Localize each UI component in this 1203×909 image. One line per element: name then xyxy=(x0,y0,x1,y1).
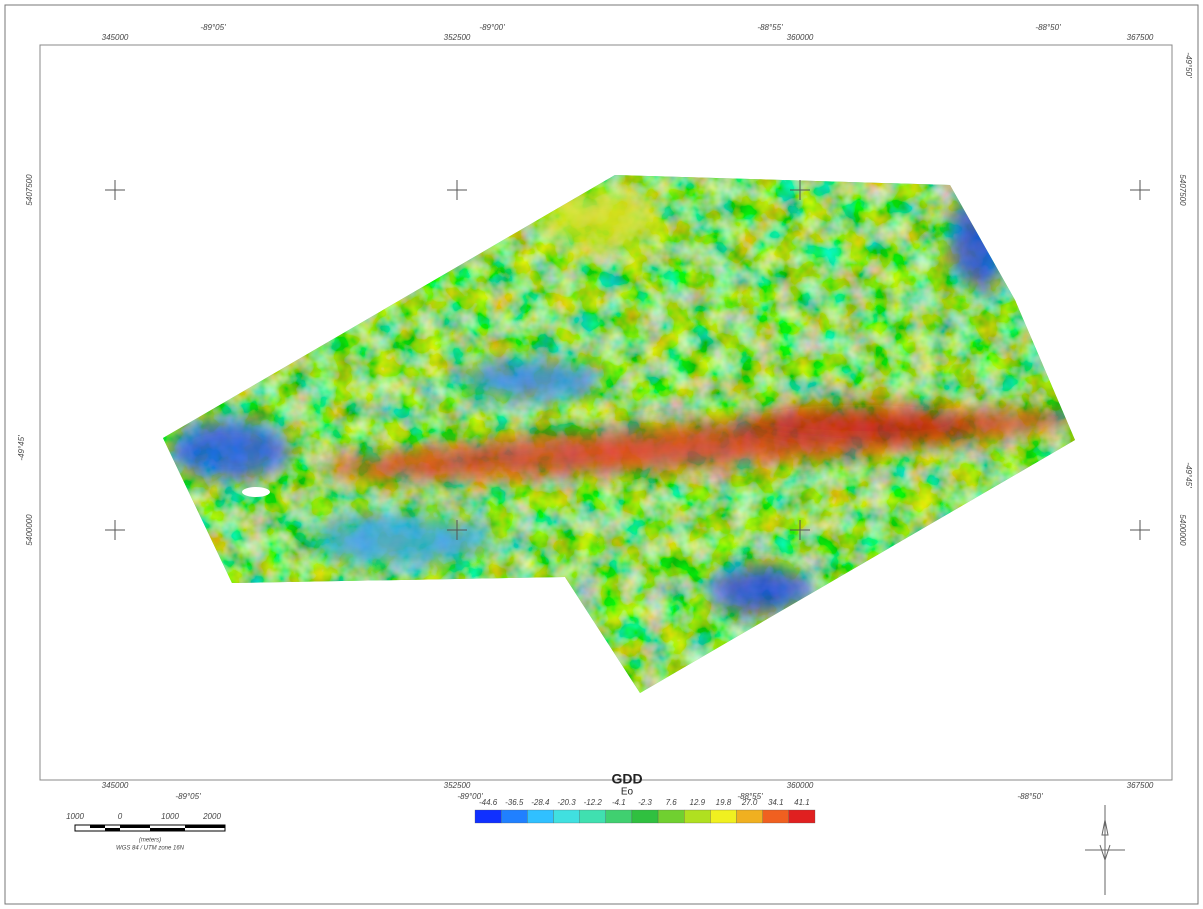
legend-subtitle: Eo xyxy=(621,787,634,798)
color-swatch xyxy=(789,810,815,823)
legend-title: GDD xyxy=(611,771,642,787)
legend-label: -36.5 xyxy=(505,798,524,807)
map-page: 345000 352500 360000 367500 345000 352500 3600… xyxy=(0,0,1203,909)
utm-label: 352500 xyxy=(444,781,471,790)
utm-label: 360000 xyxy=(787,33,814,42)
color-swatch xyxy=(527,810,553,823)
color-swatch xyxy=(710,810,736,823)
legend-label: -12.2 xyxy=(584,798,603,807)
legend-label: 34.1 xyxy=(768,798,784,807)
geo-label: -88°55' xyxy=(757,23,783,32)
legend-label: 7.6 xyxy=(666,798,678,807)
utm-label: 5407500 xyxy=(1178,174,1187,206)
geo-label: -88°50' xyxy=(1035,23,1061,32)
utm-label: 352500 xyxy=(444,33,471,42)
north-arrow xyxy=(1085,805,1125,895)
color-swatch xyxy=(684,810,710,823)
legend-label: 41.1 xyxy=(794,798,810,807)
utm-label: 345000 xyxy=(102,781,129,790)
geo-label: -49°50' xyxy=(1184,52,1193,78)
color-swatch xyxy=(632,810,658,823)
color-swatch xyxy=(580,810,606,823)
geo-label: -49°45' xyxy=(1184,462,1193,488)
scale-unit: (meters) xyxy=(139,838,161,844)
color-swatch xyxy=(658,810,684,823)
geo-label: -49°45' xyxy=(17,435,26,461)
legend-label: -28.4 xyxy=(531,798,550,807)
map: 345000 352500 360000 367500 345000 352500 3600… xyxy=(0,0,1203,909)
legend-label: 19.8 xyxy=(716,798,732,807)
legend-label: -20.3 xyxy=(557,798,576,807)
utm-label: 345000 xyxy=(102,33,129,42)
color-swatch xyxy=(501,810,527,823)
geo-label: -89°00' xyxy=(479,23,505,32)
legend-label: 27.0 xyxy=(741,798,758,807)
legend-label: -44.6 xyxy=(479,798,498,807)
scale-label: 1000 xyxy=(66,812,84,821)
legend-label: -2.3 xyxy=(638,798,652,807)
utm-label: 360000 xyxy=(787,781,814,790)
color-swatch xyxy=(606,810,632,823)
scale-label: 0 xyxy=(118,812,123,821)
utm-label: 367500 xyxy=(1127,781,1154,790)
utm-label: 5400000 xyxy=(1178,514,1187,546)
scale-label: 1000 xyxy=(161,812,179,821)
utm-label: 5400000 xyxy=(25,514,34,546)
color-swatch xyxy=(553,810,579,823)
utm-label: 367500 xyxy=(1127,33,1154,42)
utm-label: 5407500 xyxy=(25,174,34,206)
color-swatch xyxy=(475,810,501,823)
geo-label: -88°50' xyxy=(1017,792,1043,801)
legend-label: -4.1 xyxy=(612,798,626,807)
scale-label: 2000 xyxy=(202,812,221,821)
color-swatch xyxy=(737,810,763,823)
colorbar: -44.6 -36.5 -28.4 -20.3 -12.2 -4.1 -2.3 7.6 12.9… xyxy=(475,798,815,823)
projection: WGS 84 / UTM zone 16N xyxy=(116,846,185,852)
geo-label: -89°05' xyxy=(175,792,201,801)
color-swatch xyxy=(763,810,789,823)
gdd-grid xyxy=(160,170,1081,700)
geo-label: -89°05' xyxy=(200,23,226,32)
scale-bar xyxy=(75,825,225,831)
legend-label: 12.9 xyxy=(690,798,706,807)
